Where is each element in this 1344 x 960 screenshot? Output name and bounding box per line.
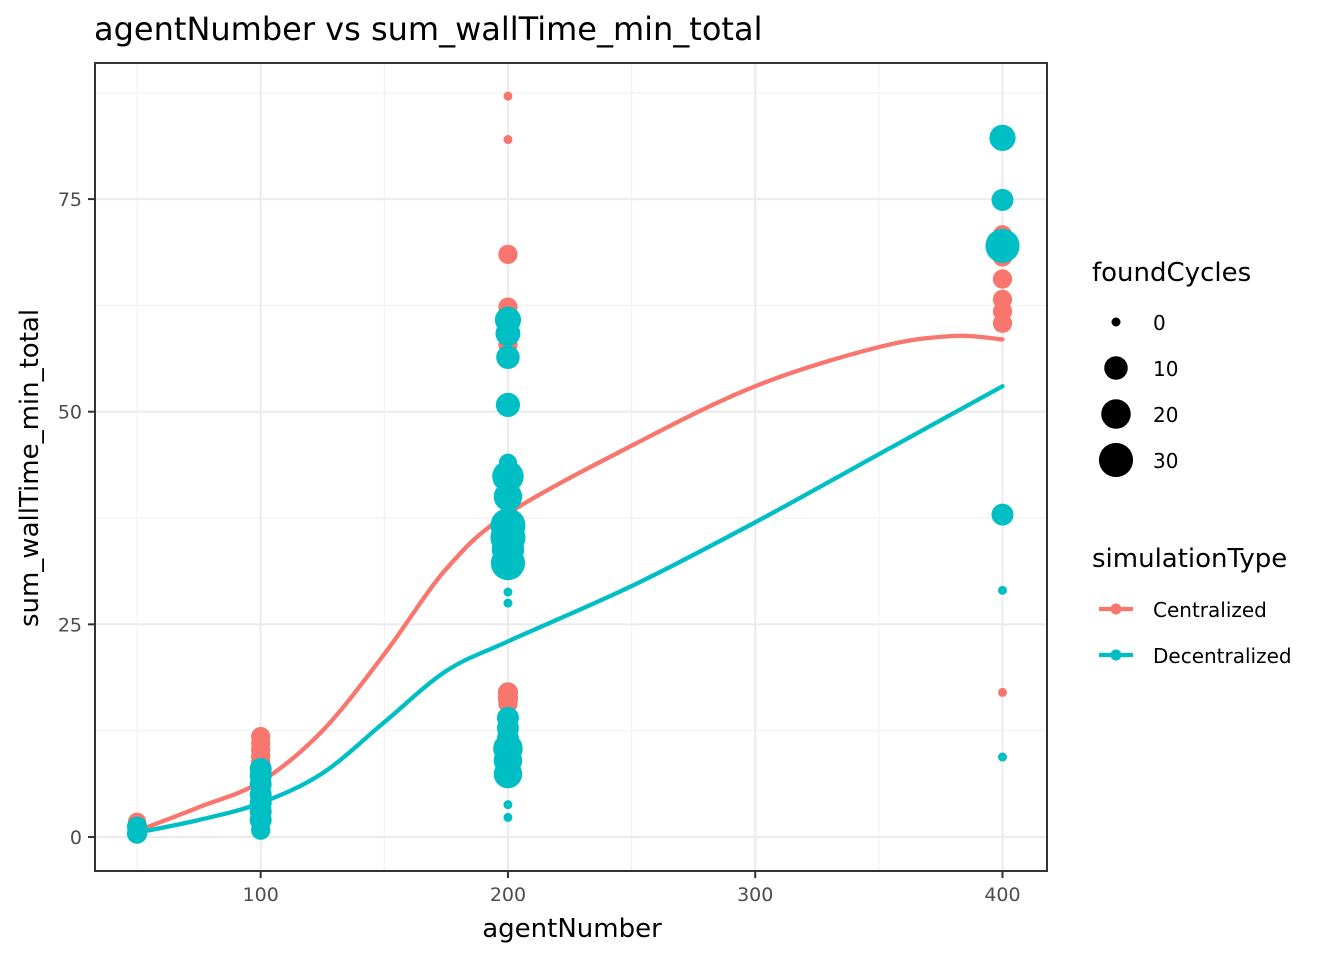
color-legend-label: Decentralized <box>1153 644 1292 668</box>
point-decentralized <box>503 800 513 810</box>
grid <box>95 63 1047 871</box>
point-decentralized <box>495 320 521 346</box>
y-tick-label: 75 <box>58 189 82 211</box>
x-tick-label: 200 <box>490 884 526 906</box>
point-centralized <box>992 313 1013 333</box>
size-legend-title: foundCycles <box>1092 258 1251 288</box>
size-legend-key <box>1098 442 1134 478</box>
point-decentralized <box>495 392 521 418</box>
x-tick-label: 300 <box>737 884 773 906</box>
size-legend-key <box>1101 399 1131 429</box>
point-decentralized <box>496 345 520 370</box>
point-decentralized <box>503 598 513 608</box>
size-legend-label: 20 <box>1153 403 1178 427</box>
y-tick-label: 50 <box>58 402 82 424</box>
point-centralized <box>503 135 513 145</box>
point-decentralized <box>490 546 526 581</box>
y-axis-title: sum_wallTime_min_total <box>15 309 45 627</box>
x-tick-label: 400 <box>984 884 1020 906</box>
point-decentralized <box>991 503 1014 526</box>
point-decentralized <box>989 124 1016 151</box>
point-decentralized <box>997 585 1007 595</box>
chart-title: agentNumber vs sum_wallTime_min_total <box>94 10 762 48</box>
point-decentralized <box>492 460 524 493</box>
point-decentralized <box>493 482 523 512</box>
data-points <box>126 91 1020 844</box>
point-decentralized <box>503 812 513 822</box>
size-legend-label: 0 <box>1153 311 1166 335</box>
y-tick-label: 0 <box>70 827 82 849</box>
color-legend-dot <box>1110 603 1122 615</box>
point-centralized <box>498 244 518 265</box>
point-centralized <box>503 91 513 101</box>
point-decentralized <box>985 228 1020 263</box>
size-legend-key <box>1104 356 1128 380</box>
size-legend-key <box>1111 317 1121 327</box>
legend: foundCycles 0 10 20 30 simulationType Centrali… <box>1092 258 1292 668</box>
point-decentralized <box>997 752 1007 762</box>
x-tick-label: 100 <box>243 884 279 906</box>
point-centralized <box>997 687 1007 697</box>
y-tick-label: 25 <box>58 614 82 636</box>
size-legend-label: 30 <box>1153 449 1178 473</box>
point-decentralized <box>503 587 513 597</box>
plot-panel-border <box>94 62 1048 872</box>
axes: 0 25 50 75 100 200 300 400 <box>58 189 1021 906</box>
point-decentralized <box>126 823 148 844</box>
color-legend-dot <box>1110 649 1122 661</box>
point-decentralized <box>493 759 523 789</box>
size-legend-label: 10 <box>1153 357 1178 381</box>
point-decentralized <box>991 188 1014 211</box>
point-decentralized <box>251 820 271 840</box>
x-axis-title: agentNumber <box>482 914 662 944</box>
color-legend-title: simulationType <box>1092 544 1287 574</box>
color-legend-label: Centralized <box>1153 598 1267 622</box>
point-centralized <box>992 269 1013 289</box>
